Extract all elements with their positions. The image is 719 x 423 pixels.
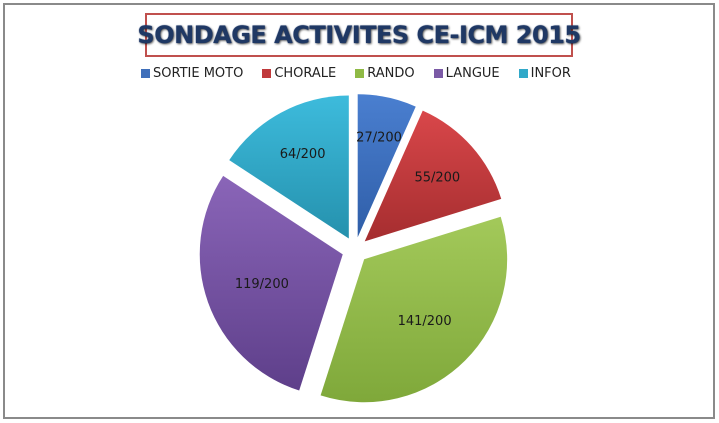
legend-item-chorale: CHORALE (262, 66, 336, 81)
legend-swatch-icon (141, 69, 150, 78)
data-label: 64/200 (280, 147, 326, 162)
legend-swatch-icon (433, 69, 443, 78)
data-label: 141/200 (398, 314, 452, 329)
legend-item-langue: LANGUE (433, 66, 500, 81)
pie-slice-sortie-moto (357, 94, 416, 238)
legend-swatch-icon (262, 69, 272, 78)
data-label: 27/200 (356, 131, 402, 146)
legend-item-sortie-moto: SORTIE MOTO (141, 66, 243, 81)
pie-slice-rando (320, 216, 508, 403)
chart-title: SONDAGE ACTIVITES CE-ICM 2015 (137, 21, 581, 49)
legend-label: LANGUE (445, 66, 500, 81)
pie-slice-chorale (364, 110, 502, 242)
legend-label: RANDO (367, 66, 415, 81)
legend-label: CHORALE (274, 66, 337, 81)
pie-slice-infor (229, 95, 349, 239)
chart-title-box: SONDAGE ACTIVITES CE-ICM 2015 (137, 13, 581, 57)
legend-swatch-icon (518, 69, 528, 78)
pie-slice-langue (199, 175, 343, 391)
legend-item-rando: RANDO (355, 66, 415, 81)
legend-label: INFOR (530, 66, 571, 81)
data-label: 55/200 (414, 171, 460, 186)
legend-label: SORTIE MOTO (153, 66, 244, 81)
legend-swatch-icon (355, 69, 365, 78)
legend-item-infor: INFOR (518, 66, 571, 81)
legend: SORTIE MOTO CHORALE RANDO LANGUE INFOR (141, 66, 590, 81)
data-label: 119/200 (235, 277, 289, 292)
